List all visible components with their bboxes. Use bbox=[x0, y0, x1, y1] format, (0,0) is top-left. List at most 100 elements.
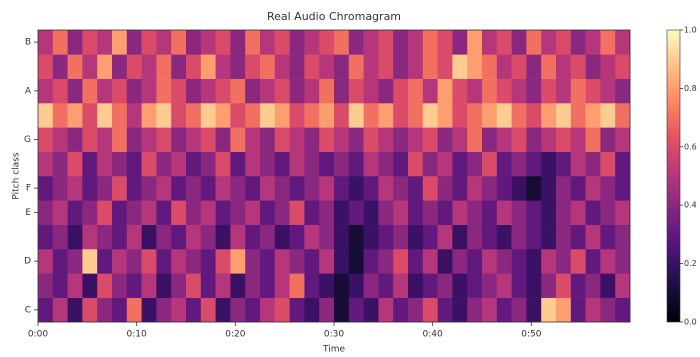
cell bbox=[274, 151, 290, 177]
cell bbox=[526, 273, 542, 298]
cell bbox=[141, 127, 157, 152]
cell bbox=[126, 224, 142, 250]
cell bbox=[615, 249, 631, 274]
cell bbox=[230, 30, 246, 55]
chart-title: Real Audio Chromagram bbox=[267, 10, 401, 23]
x-tick-label: 0:00 bbox=[28, 330, 48, 340]
cell bbox=[378, 249, 394, 274]
cell bbox=[378, 151, 394, 177]
cell bbox=[186, 54, 202, 79]
cell bbox=[319, 273, 335, 298]
cell bbox=[496, 127, 512, 152]
cell bbox=[556, 103, 572, 128]
cell bbox=[82, 297, 98, 323]
cell bbox=[408, 103, 424, 128]
cell bbox=[38, 127, 54, 152]
cell bbox=[126, 103, 142, 128]
cell bbox=[67, 78, 83, 104]
cell bbox=[467, 200, 483, 225]
cell bbox=[97, 78, 113, 104]
cell bbox=[289, 297, 305, 323]
cell bbox=[437, 297, 453, 323]
cell bbox=[156, 103, 172, 128]
cell bbox=[230, 273, 246, 298]
cell bbox=[112, 224, 128, 250]
cell bbox=[615, 78, 631, 104]
cell bbox=[422, 224, 438, 250]
cell bbox=[112, 30, 128, 55]
cell bbox=[348, 30, 364, 55]
cell bbox=[496, 30, 512, 55]
cell bbox=[541, 151, 557, 177]
cell bbox=[526, 78, 542, 104]
cell bbox=[186, 103, 202, 128]
cell bbox=[289, 224, 305, 250]
cell bbox=[171, 297, 187, 323]
cell bbox=[496, 176, 512, 201]
cell bbox=[186, 176, 202, 201]
cell bbox=[378, 127, 394, 152]
cell bbox=[186, 30, 202, 55]
cell bbox=[585, 30, 601, 55]
cell bbox=[156, 200, 172, 225]
cell bbox=[452, 200, 468, 225]
cell bbox=[600, 127, 616, 152]
cell bbox=[274, 249, 290, 274]
cell bbox=[541, 224, 557, 250]
cell bbox=[541, 30, 557, 55]
cell bbox=[615, 176, 631, 201]
cell bbox=[556, 224, 572, 250]
cell bbox=[348, 200, 364, 225]
cell bbox=[600, 30, 616, 55]
cell bbox=[304, 103, 320, 128]
cell bbox=[289, 273, 305, 298]
cell bbox=[260, 273, 276, 298]
cell bbox=[467, 151, 483, 177]
cell bbox=[171, 176, 187, 201]
cell bbox=[511, 297, 527, 323]
cell bbox=[186, 151, 202, 177]
cell bbox=[289, 151, 305, 177]
cell bbox=[186, 273, 202, 298]
cell bbox=[334, 78, 350, 104]
cell bbox=[126, 200, 142, 225]
cell bbox=[126, 30, 142, 55]
cell bbox=[393, 273, 409, 298]
x-tick-label: 0:10 bbox=[127, 330, 147, 340]
cell bbox=[482, 127, 498, 152]
cell bbox=[67, 151, 83, 177]
cell bbox=[319, 54, 335, 79]
cell bbox=[615, 200, 631, 225]
cell bbox=[200, 249, 216, 274]
cell bbox=[511, 103, 527, 128]
cell bbox=[348, 54, 364, 79]
cell bbox=[52, 54, 68, 79]
cell bbox=[245, 297, 261, 323]
cell bbox=[378, 224, 394, 250]
cell bbox=[171, 224, 187, 250]
cell bbox=[38, 200, 54, 225]
cell bbox=[156, 30, 172, 55]
cell bbox=[230, 54, 246, 79]
cell bbox=[38, 176, 54, 201]
cell bbox=[422, 103, 438, 128]
cell bbox=[408, 54, 424, 79]
cell bbox=[97, 151, 113, 177]
cell bbox=[52, 297, 68, 323]
cell bbox=[289, 78, 305, 104]
cell bbox=[82, 273, 98, 298]
cell bbox=[422, 176, 438, 201]
cell bbox=[600, 297, 616, 323]
cell bbox=[171, 200, 187, 225]
cell bbox=[363, 30, 379, 55]
cell bbox=[319, 103, 335, 128]
colorbar-tick-label: 0.0 bbox=[684, 318, 697, 327]
cell bbox=[274, 103, 290, 128]
cell bbox=[171, 54, 187, 79]
cell bbox=[186, 200, 202, 225]
cell bbox=[378, 297, 394, 323]
cell bbox=[186, 297, 202, 323]
cell bbox=[304, 249, 320, 274]
cell bbox=[482, 151, 498, 177]
